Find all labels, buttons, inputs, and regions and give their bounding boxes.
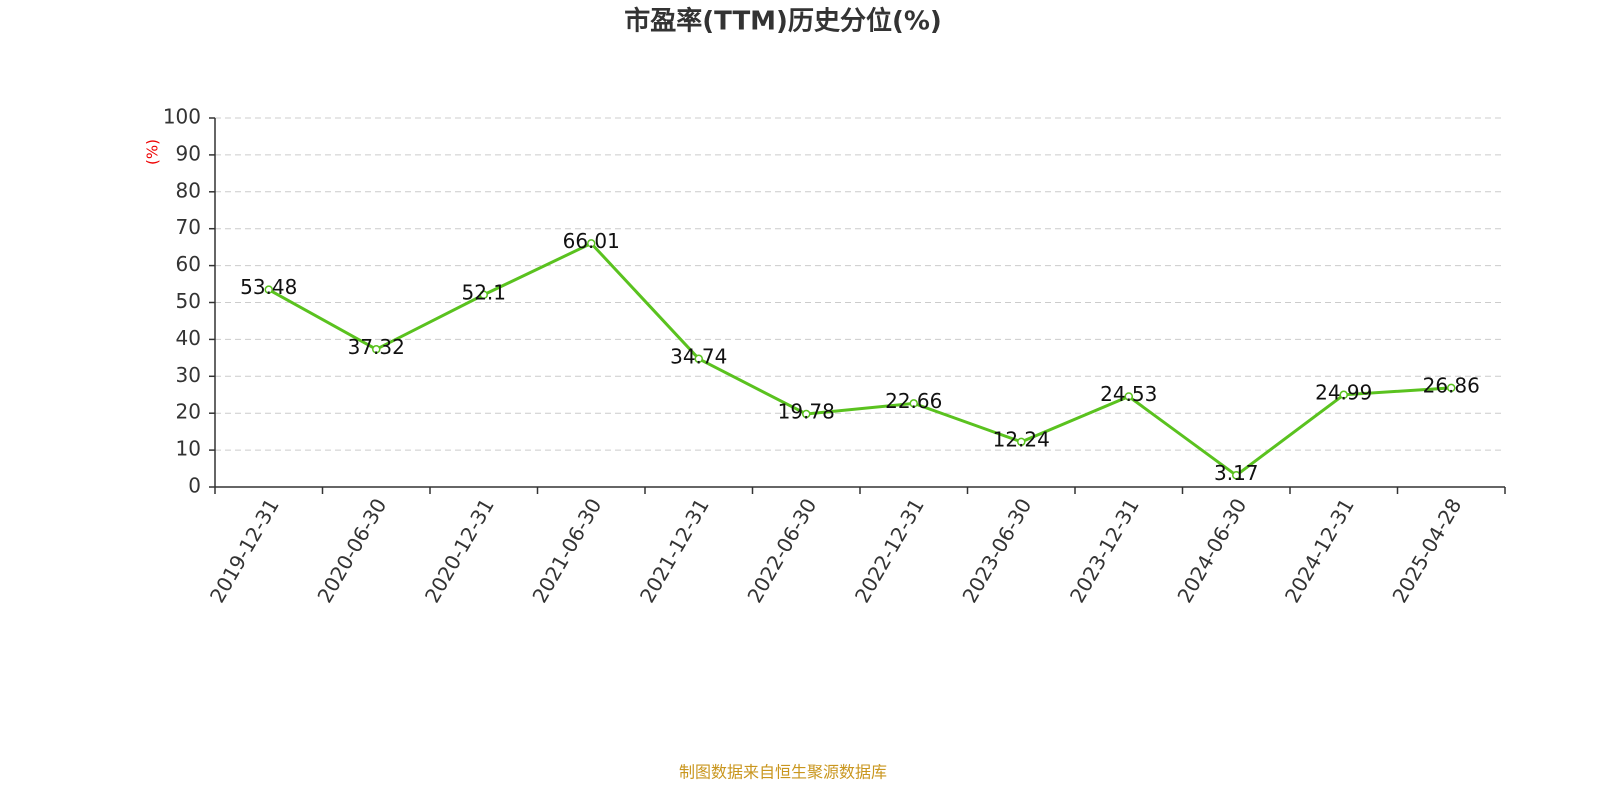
y-tick-label: 70 [176,215,201,239]
point-marker [909,399,918,408]
y-tick-label: 0 [188,474,201,498]
x-tick-label: 2023-12-31 [1065,494,1144,607]
chart-title: 市盈率(TTM)历史分位(%) [624,6,942,37]
point-marker [802,409,811,419]
x-tick-label: 2021-12-31 [635,494,714,607]
data-label: 66.01 [563,229,620,253]
source-note: 制图数据来自恒生聚源数据库 [679,763,887,782]
point-marker [1232,471,1241,480]
point-marker [694,354,703,364]
point-marker [1124,392,1133,401]
x-tick-label: 2022-06-30 [742,494,821,607]
data-label: 24.53 [1100,382,1157,406]
data-label: 24.99 [1315,380,1372,404]
point-marker [264,285,273,294]
data-label: 53.48 [240,275,297,299]
data-label: 3.17 [1214,461,1259,485]
data-label: 22.66 [885,389,942,413]
data-label: 12.24 [993,427,1050,451]
y-tick-label: 80 [176,178,201,202]
x-tick-label: 2019-12-31 [205,494,284,607]
y-tick-label: 10 [176,437,201,461]
x-tick-label: 2024-12-31 [1280,494,1359,607]
y-tick-label: 90 [176,141,201,165]
point-marker [1447,383,1456,393]
x-tick-label: 2024-06-30 [1172,494,1251,607]
data-label: 19.78 [778,400,835,424]
x-tick-label: 2023-06-30 [957,494,1036,607]
data-label: 26.86 [1423,373,1480,397]
y-tick-label: 20 [176,400,201,424]
y-tick-label: 30 [176,363,201,387]
x-tick-label: 2022-12-31 [850,494,929,607]
data-label: 34.74 [670,344,727,368]
point-marker [479,290,488,300]
x-tick-label: 2025-04-28 [1387,494,1466,607]
point-marker [1017,437,1026,447]
point-marker [1339,390,1348,400]
y-tick-label: 60 [176,252,201,276]
series-line [268,241,1452,478]
y-tick-label: 40 [176,326,201,350]
data-label: 37.32 [348,335,405,359]
data-label: 52.1 [461,280,506,304]
x-tick-label: 2020-06-30 [312,494,391,607]
y-tick-label: 50 [176,289,201,313]
point-marker [372,345,381,354]
point-marker [587,239,596,248]
y-axis-label: (%) [144,139,162,165]
y-tick-label: 100 [163,105,201,129]
x-tick-label: 2020-12-31 [420,494,499,607]
x-tick-label: 2021-06-30 [527,494,606,607]
